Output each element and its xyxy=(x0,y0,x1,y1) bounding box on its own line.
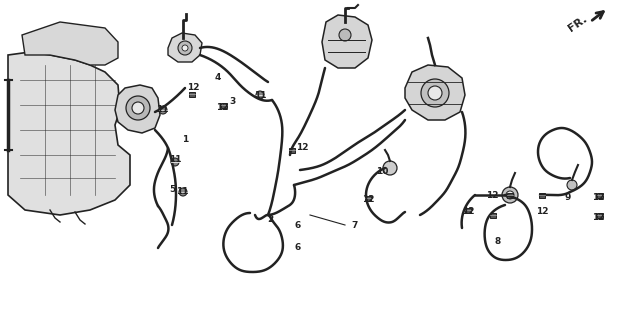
Circle shape xyxy=(171,158,179,166)
Bar xyxy=(539,192,545,198)
Text: 12: 12 xyxy=(296,143,308,152)
Text: 11: 11 xyxy=(253,90,266,100)
Circle shape xyxy=(339,29,351,41)
Bar xyxy=(465,208,471,213)
Text: 12: 12 xyxy=(216,104,228,112)
Text: 4: 4 xyxy=(215,74,221,83)
Circle shape xyxy=(179,188,187,196)
Circle shape xyxy=(506,191,514,199)
Polygon shape xyxy=(405,65,465,120)
Text: 11: 11 xyxy=(176,187,188,197)
Text: 7: 7 xyxy=(352,220,358,229)
Polygon shape xyxy=(322,15,372,68)
Circle shape xyxy=(502,187,518,203)
Polygon shape xyxy=(22,22,118,65)
Text: 12: 12 xyxy=(486,191,499,199)
Circle shape xyxy=(383,161,397,175)
Text: 6: 6 xyxy=(295,220,301,229)
Circle shape xyxy=(428,86,442,100)
Text: FR.: FR. xyxy=(567,14,589,34)
Bar xyxy=(597,213,603,218)
Circle shape xyxy=(421,79,449,107)
Text: 11: 11 xyxy=(169,156,181,165)
Text: 1: 1 xyxy=(182,136,188,145)
Text: 12: 12 xyxy=(461,208,474,217)
Circle shape xyxy=(132,102,144,114)
Circle shape xyxy=(159,106,167,114)
Text: 9: 9 xyxy=(565,193,571,203)
Bar xyxy=(597,192,603,198)
Text: 12: 12 xyxy=(592,193,604,203)
Text: 8: 8 xyxy=(495,238,501,247)
Polygon shape xyxy=(168,33,202,62)
Bar xyxy=(507,192,513,198)
Circle shape xyxy=(256,91,264,99)
Text: 12: 12 xyxy=(592,213,604,223)
Circle shape xyxy=(178,41,192,55)
Circle shape xyxy=(126,96,150,120)
Text: 10: 10 xyxy=(376,167,388,177)
Bar xyxy=(189,91,195,96)
Text: 12: 12 xyxy=(536,208,548,217)
Text: 11: 11 xyxy=(156,105,168,115)
Text: 12: 12 xyxy=(187,84,199,93)
Bar xyxy=(490,213,496,218)
Text: 12: 12 xyxy=(362,196,374,204)
Bar xyxy=(289,147,295,152)
Text: 5: 5 xyxy=(169,186,175,194)
Circle shape xyxy=(182,45,188,51)
Text: 2: 2 xyxy=(267,215,273,224)
Bar xyxy=(221,102,227,107)
Polygon shape xyxy=(8,52,130,215)
Circle shape xyxy=(567,180,577,190)
Text: 3: 3 xyxy=(229,98,235,106)
Text: 6: 6 xyxy=(295,244,301,253)
Bar xyxy=(365,196,371,201)
Polygon shape xyxy=(115,85,160,133)
